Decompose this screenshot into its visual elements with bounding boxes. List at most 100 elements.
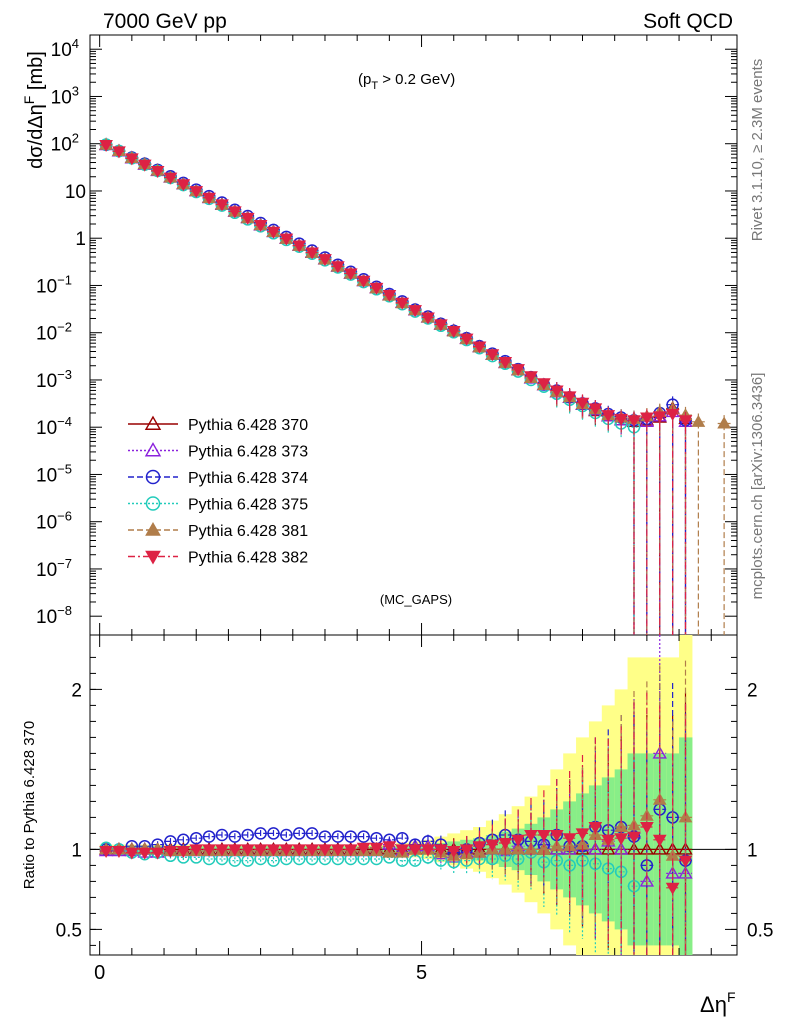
ratio-plot-frame xyxy=(89,634,738,956)
data-point xyxy=(254,827,267,840)
data-point xyxy=(144,415,162,430)
data-point xyxy=(267,854,280,867)
data-point xyxy=(511,364,525,377)
main-plot-frame xyxy=(89,34,738,636)
pt-cut-label: (pT > 0.2 GeV) xyxy=(358,71,455,92)
data-point xyxy=(330,261,345,274)
data-point xyxy=(498,356,513,370)
data-point xyxy=(588,403,603,416)
data-point xyxy=(305,827,319,840)
data-point xyxy=(601,410,616,423)
data-point xyxy=(678,415,693,428)
data-point xyxy=(640,412,654,425)
data-point xyxy=(717,416,731,429)
legend-entry: Pythia 6.428 373 xyxy=(128,442,308,461)
data-point xyxy=(253,220,268,233)
data-point xyxy=(266,844,281,857)
data-point xyxy=(99,846,113,859)
data-point xyxy=(305,844,319,857)
data-point xyxy=(241,854,254,867)
data-point xyxy=(511,842,525,855)
data-point xyxy=(124,847,139,860)
data-point xyxy=(124,153,139,166)
data-point xyxy=(614,413,628,426)
data-point xyxy=(189,186,204,199)
legend-label: Pythia 6.428 374 xyxy=(188,470,308,487)
data-point xyxy=(112,846,126,859)
ratio-y-tick-label: 1 xyxy=(71,840,82,861)
data-point xyxy=(562,391,577,404)
x-axis-label: ΔηF xyxy=(700,989,736,1017)
data-point xyxy=(318,254,332,267)
data-point xyxy=(549,385,564,398)
data-point xyxy=(318,844,332,857)
ratio-axes: 0.5 0.5 1 1 2 2 0 5 xyxy=(56,635,773,984)
series-382 xyxy=(99,139,693,635)
data-point xyxy=(279,233,294,246)
data-point xyxy=(292,240,307,253)
y-tick-label: 10−8 xyxy=(36,603,72,628)
data-point xyxy=(145,469,161,485)
data-point xyxy=(292,844,307,857)
y-tick-label: 10−1 xyxy=(36,272,72,297)
legend-label: Pythia 6.428 373 xyxy=(188,444,308,461)
data-point xyxy=(395,831,409,845)
y-axis-label: dσ/dΔηF [mb] xyxy=(21,51,47,169)
data-point xyxy=(176,846,191,859)
data-point xyxy=(691,414,706,427)
data-point xyxy=(562,833,577,846)
data-point xyxy=(395,297,410,310)
data-point xyxy=(279,844,294,857)
data-point xyxy=(145,550,161,565)
data-point xyxy=(459,844,474,857)
legend-entry: Pythia 6.428 374 xyxy=(128,469,308,487)
data-point xyxy=(382,289,397,302)
data-point xyxy=(266,226,281,239)
legend-entry: Pythia 6.428 382 xyxy=(128,550,308,567)
main-axes: 10−8 10−7 10−6 10−5 10−4 10−3 10−2 10−1 1 10 102 10… xyxy=(36,35,737,635)
data-point xyxy=(665,409,680,422)
data-point xyxy=(215,844,229,857)
data-point xyxy=(202,830,216,843)
process-label: Soft QCD xyxy=(643,10,733,33)
data-point xyxy=(485,839,500,852)
data-point xyxy=(575,397,590,410)
y-tick-label: 10−2 xyxy=(36,320,72,345)
data-point xyxy=(446,325,461,338)
data-point xyxy=(228,854,242,867)
data-point xyxy=(240,212,255,225)
y-tick-label: 1 xyxy=(75,229,86,250)
data-point xyxy=(305,247,319,260)
ratio-y-tick-label-right: 1 xyxy=(747,840,758,861)
data-point xyxy=(137,847,152,860)
data-point xyxy=(202,844,216,857)
data-point xyxy=(357,830,370,843)
data-point xyxy=(163,172,178,185)
data-point xyxy=(665,882,680,895)
data-point xyxy=(343,844,358,857)
data-point xyxy=(640,822,654,835)
data-point xyxy=(150,165,165,178)
data-point xyxy=(472,341,487,354)
data-point xyxy=(330,844,345,857)
data-point xyxy=(150,847,165,860)
data-point xyxy=(331,830,345,843)
analysis-name-label: (MC_GAPS) xyxy=(380,592,452,607)
y-tick-label: 104 xyxy=(51,36,79,61)
data-point xyxy=(446,846,461,859)
data-point xyxy=(267,827,280,840)
data-point xyxy=(369,282,384,295)
energy-label: 7000 GeV pp xyxy=(103,10,227,33)
data-point xyxy=(652,834,667,847)
data-point xyxy=(176,179,191,192)
data-point xyxy=(202,192,216,205)
data-point xyxy=(215,828,229,842)
y-tick-label: 10 xyxy=(65,182,86,203)
data-point xyxy=(652,841,667,855)
ratio-y-tick-label: 2 xyxy=(71,680,82,701)
data-point xyxy=(240,844,255,857)
data-point xyxy=(524,371,538,384)
data-point xyxy=(537,830,551,843)
legend-label: Pythia 6.428 381 xyxy=(188,523,308,540)
